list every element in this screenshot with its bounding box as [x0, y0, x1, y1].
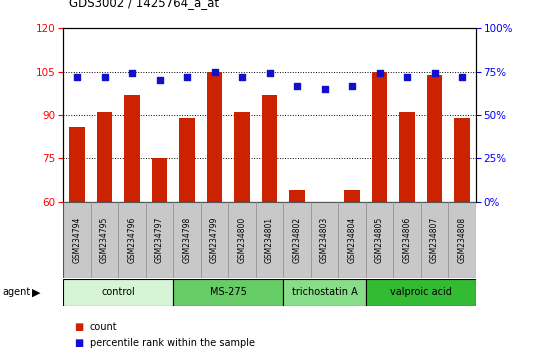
- Text: GSM234803: GSM234803: [320, 217, 329, 263]
- Bar: [399, 112, 415, 202]
- Text: GSM234799: GSM234799: [210, 217, 219, 263]
- Text: ■: ■: [74, 338, 84, 348]
- Bar: [63, 279, 173, 306]
- Text: GSM234802: GSM234802: [293, 217, 301, 263]
- Bar: [234, 112, 250, 202]
- Point: [430, 70, 439, 76]
- Text: control: control: [101, 287, 135, 297]
- Text: GSM234801: GSM234801: [265, 217, 274, 263]
- Text: GSM234794: GSM234794: [73, 217, 81, 263]
- Bar: [124, 95, 140, 202]
- Bar: [344, 190, 360, 202]
- Text: GDS3002 / 1425764_a_at: GDS3002 / 1425764_a_at: [69, 0, 219, 9]
- Bar: [262, 95, 277, 202]
- Point: [100, 74, 109, 80]
- Bar: [454, 118, 470, 202]
- Text: GSM234798: GSM234798: [183, 217, 191, 263]
- Text: ■: ■: [74, 322, 84, 332]
- Bar: [283, 279, 366, 306]
- Point: [183, 74, 191, 80]
- Point: [155, 78, 164, 83]
- Point: [73, 74, 81, 80]
- Point: [348, 83, 356, 88]
- Text: GSM234796: GSM234796: [128, 217, 136, 263]
- Text: count: count: [90, 322, 117, 332]
- Text: valproic acid: valproic acid: [390, 287, 452, 297]
- Bar: [372, 72, 387, 202]
- Bar: [289, 190, 305, 202]
- Text: GSM234806: GSM234806: [403, 217, 411, 263]
- Text: agent: agent: [3, 287, 31, 297]
- Text: GSM234795: GSM234795: [100, 217, 109, 263]
- Text: GSM234808: GSM234808: [458, 217, 466, 263]
- Point: [238, 74, 246, 80]
- Bar: [207, 72, 222, 202]
- Text: MS-275: MS-275: [210, 287, 247, 297]
- Point: [320, 86, 329, 92]
- Text: percentile rank within the sample: percentile rank within the sample: [90, 338, 255, 348]
- Bar: [152, 159, 167, 202]
- Text: GSM234805: GSM234805: [375, 217, 384, 263]
- Text: GSM234804: GSM234804: [348, 217, 356, 263]
- Text: ▶: ▶: [32, 287, 40, 297]
- Text: trichostatin A: trichostatin A: [292, 287, 358, 297]
- Bar: [173, 279, 283, 306]
- Bar: [97, 112, 112, 202]
- Point: [458, 74, 466, 80]
- Text: GSM234797: GSM234797: [155, 217, 164, 263]
- Point: [265, 70, 274, 76]
- Bar: [179, 118, 195, 202]
- Bar: [427, 75, 442, 202]
- Text: GSM234800: GSM234800: [238, 217, 246, 263]
- Point: [403, 74, 411, 80]
- Bar: [366, 279, 476, 306]
- Point: [375, 70, 384, 76]
- Point: [128, 70, 136, 76]
- Text: GSM234807: GSM234807: [430, 217, 439, 263]
- Bar: [69, 127, 85, 202]
- Point: [293, 83, 301, 88]
- Point: [210, 69, 219, 75]
